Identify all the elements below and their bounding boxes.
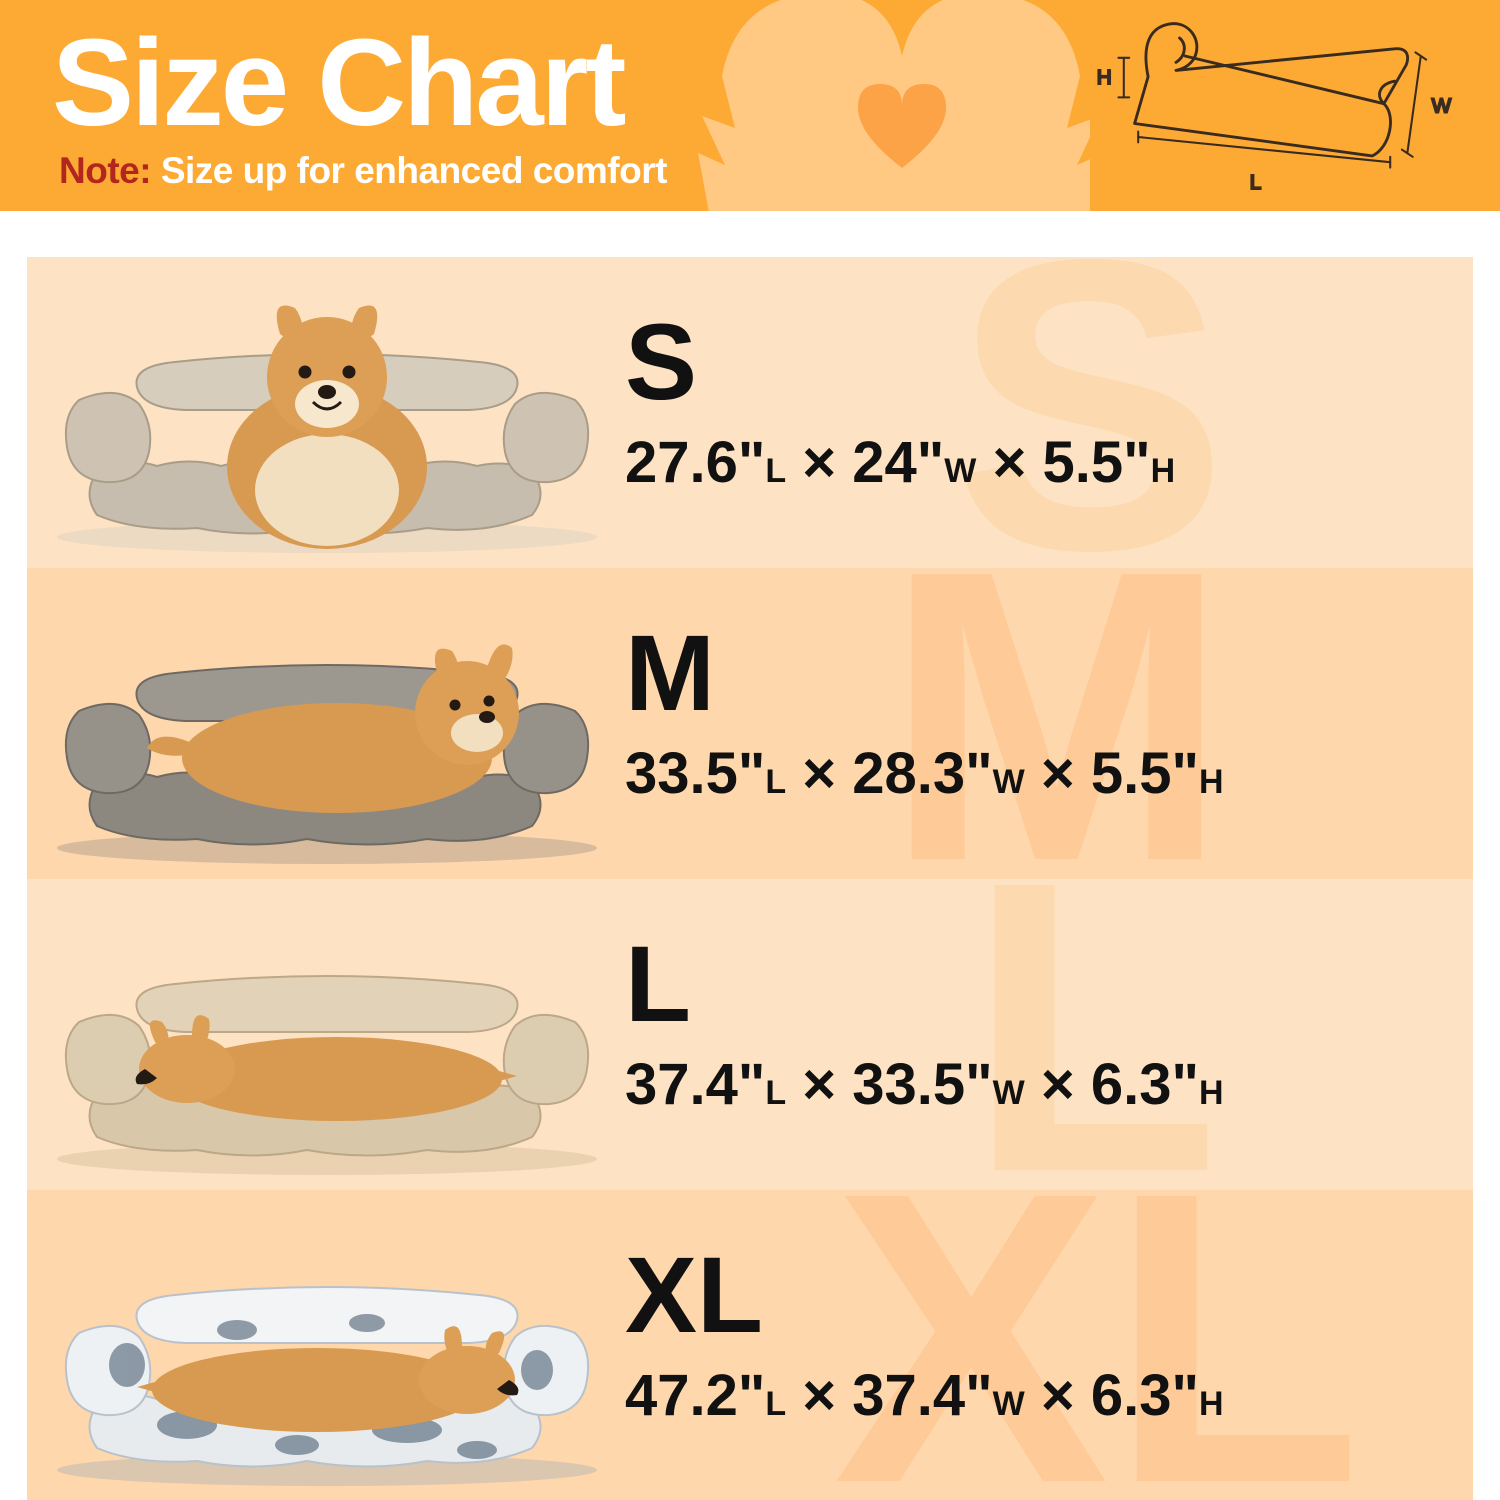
svg-text:W: W xyxy=(1432,95,1452,118)
svg-text:H: H xyxy=(1097,66,1112,89)
svg-text:L: L xyxy=(1250,171,1262,194)
